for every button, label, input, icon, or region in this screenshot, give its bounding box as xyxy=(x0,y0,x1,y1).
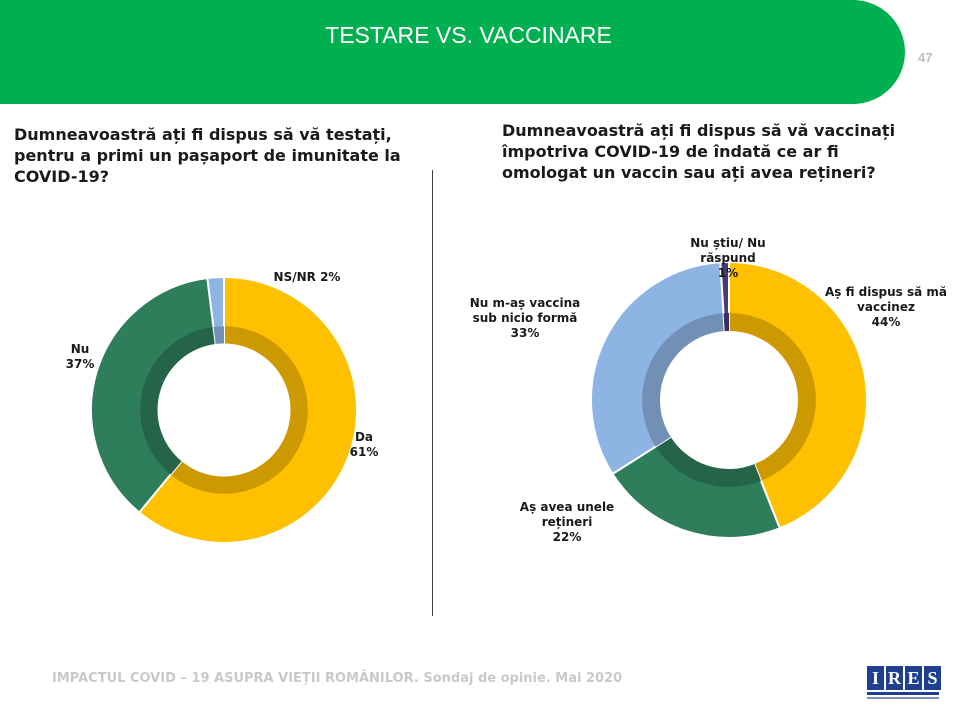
page-number: 47 xyxy=(918,50,933,65)
left-donut-slice-0-inner-band xyxy=(170,326,308,494)
left-donut-slice-2-inner-band xyxy=(213,326,224,345)
label-retineri-name: Aș avea unele rețineri xyxy=(519,500,615,529)
logo-underline xyxy=(867,692,939,695)
label-retineri-pct: 22% xyxy=(552,530,582,544)
label-nu-vaccina: Nu m-aș vaccina sub nicio formă 33% xyxy=(460,296,590,341)
logo-letter-s: S xyxy=(924,666,941,690)
label-nu-name: Nu xyxy=(70,342,90,356)
ires-logo: I R E S xyxy=(867,666,941,702)
right-donut-slice-1 xyxy=(611,435,782,539)
label-da-name: Da xyxy=(354,430,374,444)
right-donut-slice-3-inner-band xyxy=(723,313,729,332)
right-donut-chart xyxy=(590,260,868,539)
page-title: TESTARE VS. VACCINARE xyxy=(325,22,612,48)
label-nsnr-name: NS/NR 2% xyxy=(273,270,341,284)
logo-letter-e: E xyxy=(905,666,922,690)
label-nu-stiu-pct: 1% xyxy=(717,266,739,280)
right-chart-question: Dumneavoastră ați fi dispus să vă vaccin… xyxy=(502,121,896,182)
label-retineri: Aș avea unele rețineri 22% xyxy=(508,500,626,545)
label-dispus: Aș fi dispus să mă vaccinez 44% xyxy=(822,285,950,330)
label-da-pct: 61% xyxy=(349,445,379,459)
logo-tagline-bar xyxy=(867,697,939,699)
label-dispus-pct: 44% xyxy=(871,315,901,329)
label-dispus-name: Aș fi dispus să mă vaccinez xyxy=(825,285,947,314)
label-nu-vaccina-name: Nu m-aș vaccina sub nicio formă xyxy=(469,296,581,325)
label-nu-stiu-name: Nu știu/ Nu răspund xyxy=(690,236,766,265)
label-nu-vaccina-pct: 33% xyxy=(510,326,540,340)
label-nu: Nu 37% xyxy=(52,342,108,372)
left-donut-chart xyxy=(90,275,358,544)
right-donut-slice-2-inner-band xyxy=(642,313,725,447)
right-donut-slice-1-inner-band xyxy=(655,436,762,487)
vertical-divider xyxy=(432,170,433,616)
left-donut-slice-1-inner-band xyxy=(140,326,216,475)
left-chart-question: Dumneavoastră ați fi dispus să vă testaț… xyxy=(14,125,401,186)
label-nsnr: NS/NR 2% xyxy=(262,270,352,285)
label-da: Da 61% xyxy=(340,430,388,460)
label-nu-pct: 37% xyxy=(65,357,95,371)
logo-letter-r: R xyxy=(886,666,903,690)
right-donut-slice-0-inner-band xyxy=(729,313,816,481)
header-banner xyxy=(0,0,905,104)
footer-text: IMPACTUL COVID – 19 ASUPRA VIEȚII ROMÂNI… xyxy=(52,671,623,686)
label-nu-stiu: Nu știu/ Nu răspund 1% xyxy=(676,236,780,281)
logo-letter-i: I xyxy=(867,666,884,690)
